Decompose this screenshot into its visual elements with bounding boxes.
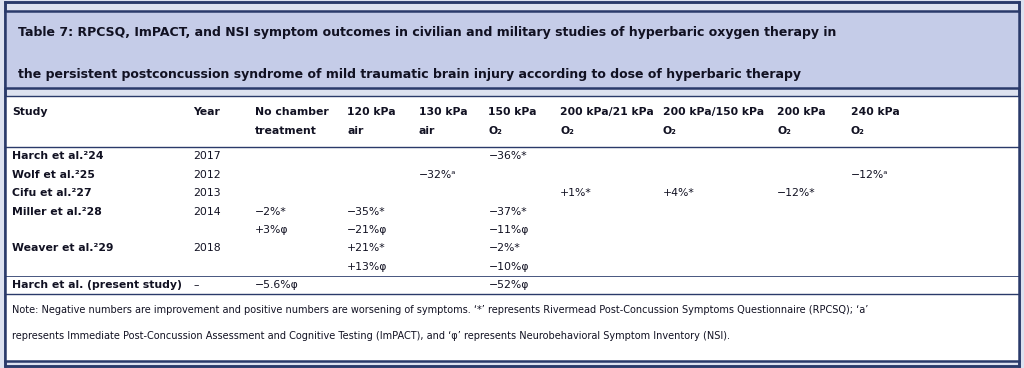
Text: −12%*: −12%*: [777, 188, 816, 198]
Text: 2013: 2013: [194, 188, 221, 198]
Text: Miller et al.²28: Miller et al.²28: [12, 206, 102, 217]
Text: −2%*: −2%*: [488, 243, 520, 254]
Text: +13%φ: +13%φ: [347, 262, 387, 272]
Text: air: air: [419, 125, 435, 136]
Bar: [5, 96, 1019, 294]
Text: O₂: O₂: [663, 125, 677, 136]
Text: represents Immediate Post-Concussion Assessment and Cognitive Testing (ImPACT), : represents Immediate Post-Concussion Ass…: [12, 331, 730, 341]
Text: +21%*: +21%*: [347, 243, 386, 254]
Text: Weaver et al.²29: Weaver et al.²29: [12, 243, 114, 254]
Text: 150 kPa: 150 kPa: [488, 107, 537, 117]
Text: Cifu et al.²27: Cifu et al.²27: [12, 188, 92, 198]
Text: No chamber: No chamber: [255, 107, 329, 117]
Text: 240 kPa: 240 kPa: [851, 107, 900, 117]
Text: air: air: [347, 125, 364, 136]
Text: +4%*: +4%*: [663, 188, 694, 198]
Text: Harch et al. (present study): Harch et al. (present study): [12, 280, 182, 290]
Text: O₂: O₂: [777, 125, 792, 136]
Text: –: –: [194, 280, 199, 290]
Text: 2012: 2012: [194, 170, 221, 180]
Text: −35%*: −35%*: [347, 206, 386, 217]
Text: Table 7: RPCSQ, ImPACT, and NSI symptom outcomes in civilian and military studie: Table 7: RPCSQ, ImPACT, and NSI symptom …: [18, 26, 837, 39]
Text: −36%*: −36%*: [488, 151, 527, 162]
Text: 2018: 2018: [194, 243, 221, 254]
Text: +3%φ: +3%φ: [255, 225, 289, 235]
Text: O₂: O₂: [851, 125, 865, 136]
Text: −11%φ: −11%φ: [488, 225, 528, 235]
Text: 130 kPa: 130 kPa: [419, 107, 467, 117]
Text: −37%*: −37%*: [488, 206, 527, 217]
Bar: [5, 11, 1019, 88]
Text: O₂: O₂: [488, 125, 503, 136]
Text: Note: Negative numbers are improvement and positive numbers are worsening of sym: Note: Negative numbers are improvement a…: [12, 305, 868, 315]
Text: treatment: treatment: [255, 125, 316, 136]
Text: −2%*: −2%*: [255, 206, 287, 217]
Text: −12%ᵃ: −12%ᵃ: [851, 170, 889, 180]
Text: 200 kPa/21 kPa: 200 kPa/21 kPa: [560, 107, 654, 117]
Bar: [5, 294, 1019, 361]
Text: 2017: 2017: [194, 151, 221, 162]
Text: 120 kPa: 120 kPa: [347, 107, 395, 117]
Text: −32%ᵃ: −32%ᵃ: [419, 170, 457, 180]
Text: −10%φ: −10%φ: [488, 262, 529, 272]
Text: −21%φ: −21%φ: [347, 225, 387, 235]
Text: 200 kPa/150 kPa: 200 kPa/150 kPa: [663, 107, 764, 117]
Text: the persistent postconcussion syndrome of mild traumatic brain injury according : the persistent postconcussion syndrome o…: [18, 68, 802, 81]
Text: Year: Year: [194, 107, 220, 117]
Text: +1%*: +1%*: [560, 188, 592, 198]
Text: −52%φ: −52%φ: [488, 280, 528, 290]
Text: O₂: O₂: [560, 125, 574, 136]
Text: −5.6%φ: −5.6%φ: [255, 280, 299, 290]
Text: 200 kPa: 200 kPa: [777, 107, 825, 117]
Text: Harch et al.²24: Harch et al.²24: [12, 151, 103, 162]
Text: 2014: 2014: [194, 206, 221, 217]
Text: Wolf et al.²25: Wolf et al.²25: [12, 170, 95, 180]
Text: Study: Study: [12, 107, 48, 117]
